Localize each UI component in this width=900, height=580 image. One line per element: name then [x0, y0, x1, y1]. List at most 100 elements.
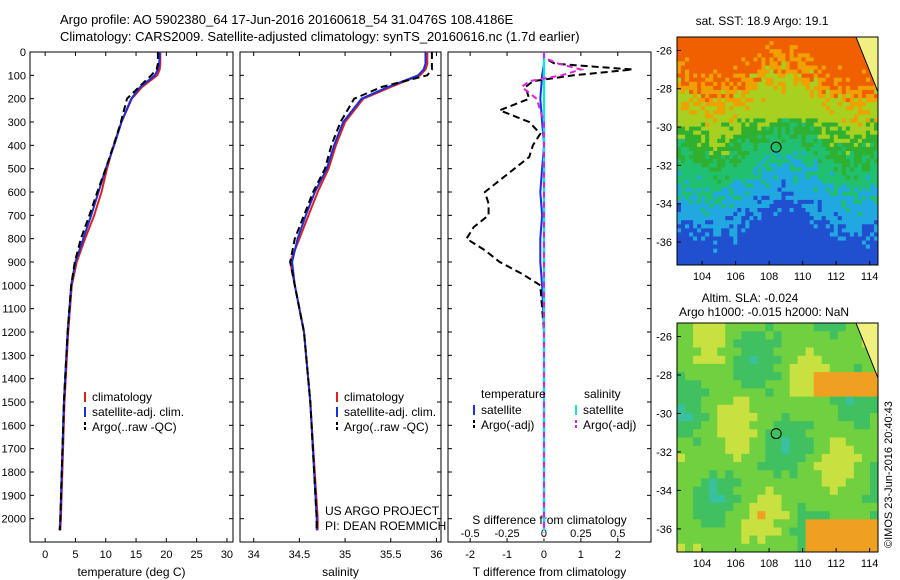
- map-cell: [861, 183, 867, 189]
- map-cell: [697, 126, 702, 132]
- map-cell: [845, 396, 855, 406]
- map-cell: [765, 252, 770, 258]
- map-cell: [821, 421, 831, 430]
- map-cell: [845, 85, 851, 91]
- map-cell: [781, 421, 790, 430]
- map-cell: [725, 94, 730, 99]
- map-cell: [833, 41, 839, 46]
- map-cell: [677, 462, 686, 471]
- map-cell: [713, 102, 718, 107]
- map-cell: [725, 98, 730, 103]
- map-cell: [773, 167, 778, 172]
- map-cell: [689, 37, 694, 42]
- map-cell: [725, 37, 730, 42]
- map-cell: [741, 252, 746, 258]
- map-cell: [857, 175, 863, 180]
- map-cell: [817, 256, 823, 262]
- map-cell: [685, 232, 690, 237]
- map-cell: [773, 445, 782, 455]
- map-cell: [829, 372, 839, 381]
- map-cell: [765, 183, 770, 189]
- map-cell: [697, 142, 702, 148]
- map-cell: [805, 69, 811, 75]
- map-cell: [829, 252, 835, 258]
- map-cell: [717, 175, 722, 180]
- map-cell: [773, 179, 778, 185]
- map-cell: [849, 69, 855, 75]
- map-cell: [713, 49, 718, 54]
- map-cell: [833, 53, 839, 58]
- map-cell: [789, 49, 795, 54]
- map-cell: [733, 118, 738, 123]
- map-cell: [713, 236, 718, 242]
- map-cell: [717, 429, 726, 438]
- map-cell: [797, 527, 807, 537]
- map-cell: [829, 388, 839, 398]
- map-cell: [773, 260, 778, 266]
- map-cell: [817, 65, 823, 71]
- map-cell: [713, 94, 718, 99]
- map-cell: [861, 85, 867, 91]
- map-cell: [745, 151, 750, 156]
- map-cell: [721, 159, 726, 164]
- map-cell: [837, 543, 847, 553]
- map-cell: [837, 110, 843, 115]
- map-cell: [757, 53, 762, 58]
- map-cell: [749, 49, 754, 54]
- map-cell: [709, 372, 718, 381]
- map-cell: [717, 339, 726, 349]
- map-y-tick-label: -32: [656, 447, 672, 459]
- map-cell: [745, 53, 750, 58]
- map-title: Altim. SLA: -0.024: [702, 291, 799, 305]
- map-cell: [769, 122, 774, 128]
- map-cell: [697, 236, 702, 242]
- map-cell: [745, 167, 750, 172]
- map-cell: [693, 126, 698, 132]
- map-cell: [821, 142, 827, 148]
- map-cell: [825, 138, 831, 144]
- map-cell: [677, 323, 686, 332]
- map-cell: [749, 232, 754, 237]
- map-cell: [849, 85, 855, 91]
- map-cell: [805, 85, 811, 91]
- map-cell: [777, 191, 782, 197]
- map-cell: [733, 462, 742, 471]
- map-cell: [773, 543, 782, 553]
- map-cell: [733, 89, 738, 95]
- map-cell: [805, 155, 811, 160]
- map-cell: [801, 98, 807, 103]
- map-cell: [697, 130, 702, 136]
- map-cell: [677, 511, 686, 520]
- map-cell: [789, 130, 795, 136]
- map-cell: [693, 486, 702, 496]
- map-cell: [849, 187, 855, 193]
- map-cell: [833, 37, 839, 42]
- map-cell: [709, 252, 714, 258]
- map-cell: [765, 203, 770, 209]
- map-cell: [689, 122, 694, 128]
- map-cell: [801, 244, 807, 250]
- map-cell: [741, 41, 746, 46]
- map-cell: [773, 37, 778, 42]
- map-cell: [861, 130, 867, 136]
- map-cell: [825, 118, 831, 123]
- map-cell: [781, 453, 790, 463]
- x2-tick-label: -0.25: [495, 528, 520, 540]
- map-cell: [697, 212, 702, 217]
- map-cell: [721, 122, 726, 128]
- map-cell: [725, 199, 730, 205]
- map-cell: [753, 81, 758, 87]
- map-cell: [705, 106, 710, 111]
- map-cell: [777, 138, 782, 144]
- x-axis-label: salinity: [322, 565, 359, 579]
- map-cell: [849, 53, 855, 58]
- map-cell: [845, 89, 851, 95]
- map-cell: [689, 175, 694, 180]
- x-tick-label: 36: [430, 549, 442, 561]
- map-cell: [833, 122, 839, 128]
- map-cell: [693, 216, 698, 221]
- map-cell: [853, 94, 859, 99]
- map-cell: [809, 220, 815, 225]
- map-cell: [749, 511, 758, 520]
- map-cell: [693, 494, 702, 504]
